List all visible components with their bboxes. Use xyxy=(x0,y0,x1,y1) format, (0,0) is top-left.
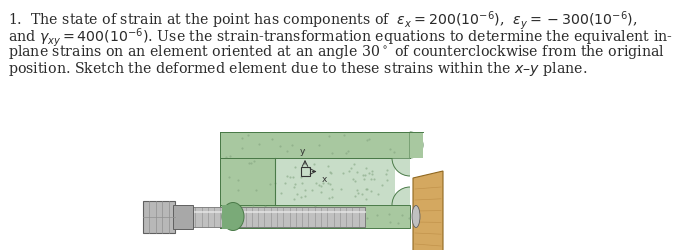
Bar xyxy=(173,205,193,229)
Ellipse shape xyxy=(222,203,244,230)
Bar xyxy=(275,158,395,205)
Text: position. Sketch the deformed element due to these strains within the $x$–$y$ pl: position. Sketch the deformed element du… xyxy=(8,60,587,78)
Bar xyxy=(410,132,423,158)
Bar xyxy=(222,205,233,229)
Text: plane strains on an element oriented at an angle 30$^\circ$ of counterclockwise : plane strains on an element oriented at … xyxy=(8,43,665,61)
Polygon shape xyxy=(413,171,443,250)
Polygon shape xyxy=(220,132,410,158)
Wedge shape xyxy=(392,187,410,205)
Polygon shape xyxy=(220,132,275,228)
Polygon shape xyxy=(220,205,410,228)
Wedge shape xyxy=(410,132,423,158)
Bar xyxy=(143,201,175,232)
Ellipse shape xyxy=(412,206,420,228)
Text: 1.  The state of strain at the point has components of  $\epsilon_x = 200(10^{-6: 1. The state of strain at the point has … xyxy=(8,9,638,32)
Text: and $\gamma_{xy} = 400(10^{-6})$. Use the strain-transformation equations to det: and $\gamma_{xy} = 400(10^{-6})$. Use th… xyxy=(8,26,673,49)
Text: y: y xyxy=(300,146,305,156)
Wedge shape xyxy=(392,158,410,176)
Bar xyxy=(145,207,365,227)
Bar xyxy=(300,167,309,176)
Text: x: x xyxy=(321,175,327,184)
